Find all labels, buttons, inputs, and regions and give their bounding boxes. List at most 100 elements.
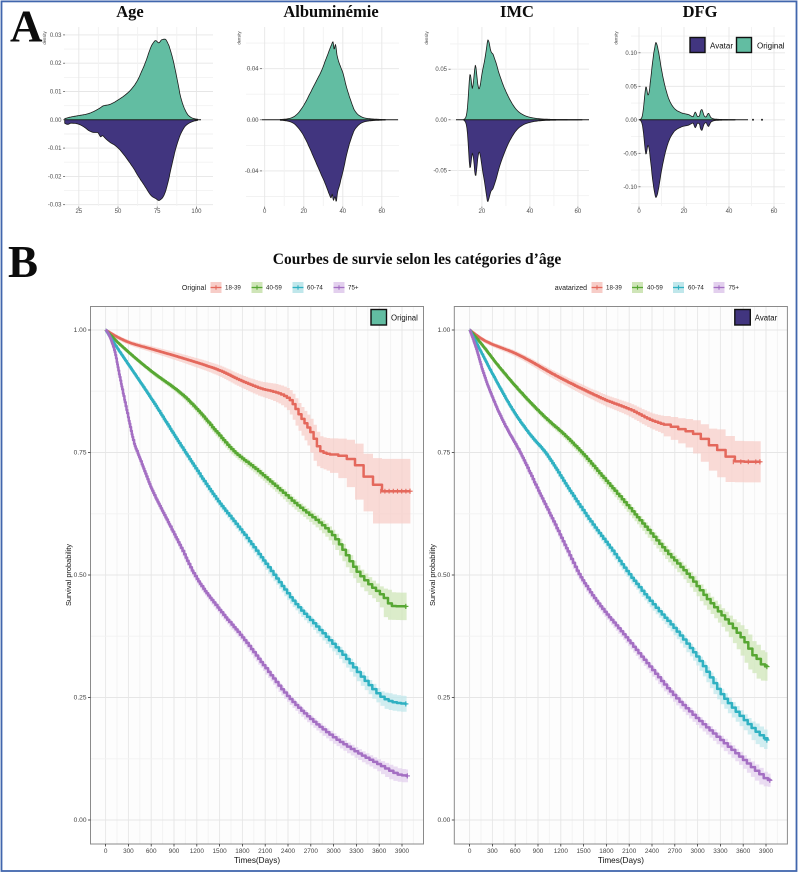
svg-text:0.00: 0.00 bbox=[625, 118, 637, 124]
svg-text:-0.01: -0.01 bbox=[48, 146, 62, 152]
svg-text:A: A bbox=[10, 2, 43, 52]
svg-text:0.50: 0.50 bbox=[437, 572, 450, 579]
svg-text:0.10: 0.10 bbox=[625, 51, 637, 57]
svg-text:Age: Age bbox=[116, 2, 144, 21]
svg-text:1800: 1800 bbox=[235, 848, 250, 855]
svg-text:-0.04: -0.04 bbox=[245, 169, 259, 175]
svg-text:2700: 2700 bbox=[304, 848, 319, 855]
svg-text:-0.05: -0.05 bbox=[623, 151, 637, 157]
svg-text:1800: 1800 bbox=[599, 848, 614, 855]
svg-text:0.04: 0.04 bbox=[247, 67, 259, 73]
svg-text:0: 0 bbox=[104, 848, 108, 855]
svg-text:75+: 75+ bbox=[729, 285, 740, 292]
svg-text:20: 20 bbox=[300, 209, 307, 215]
svg-text:3900: 3900 bbox=[395, 848, 410, 855]
svg-text:0.25: 0.25 bbox=[74, 695, 87, 702]
svg-text:18-39: 18-39 bbox=[225, 285, 241, 292]
svg-text:2100: 2100 bbox=[622, 848, 637, 855]
svg-text:0.75: 0.75 bbox=[74, 450, 87, 457]
svg-text:40-59: 40-59 bbox=[266, 285, 282, 292]
svg-text:1.00: 1.00 bbox=[437, 327, 450, 334]
svg-text:75: 75 bbox=[154, 209, 161, 215]
svg-text:0.75: 0.75 bbox=[437, 450, 450, 457]
svg-text:40: 40 bbox=[339, 209, 346, 215]
svg-text:3000: 3000 bbox=[690, 848, 705, 855]
svg-text:1200: 1200 bbox=[554, 848, 569, 855]
svg-text:0: 0 bbox=[263, 209, 267, 215]
svg-text:-0.02: -0.02 bbox=[48, 174, 62, 180]
svg-text:Times(Days): Times(Days) bbox=[598, 856, 644, 865]
svg-text:1500: 1500 bbox=[576, 848, 591, 855]
svg-text:20: 20 bbox=[681, 209, 688, 215]
svg-text:0.00: 0.00 bbox=[247, 118, 259, 124]
svg-text:Original: Original bbox=[182, 285, 207, 292]
svg-text:0.00: 0.00 bbox=[435, 118, 447, 124]
svg-text:0.01: 0.01 bbox=[50, 90, 62, 96]
svg-text:75+: 75+ bbox=[348, 285, 359, 292]
svg-text:-0.03: -0.03 bbox=[48, 203, 62, 209]
svg-text:0.00: 0.00 bbox=[50, 118, 62, 124]
svg-text:density: density bbox=[424, 30, 429, 44]
svg-text:60: 60 bbox=[575, 209, 582, 215]
svg-text:3600: 3600 bbox=[736, 848, 751, 855]
svg-text:DFG: DFG bbox=[683, 2, 718, 21]
svg-text:0: 0 bbox=[468, 848, 472, 855]
svg-text:density: density bbox=[42, 30, 47, 44]
svg-text:Avatar: Avatar bbox=[710, 42, 733, 51]
svg-text:Original: Original bbox=[757, 42, 785, 51]
svg-text:40-59: 40-59 bbox=[647, 285, 663, 292]
svg-text:1.00: 1.00 bbox=[74, 327, 87, 334]
svg-text:0.02: 0.02 bbox=[50, 61, 62, 67]
svg-text:Times(Days): Times(Days) bbox=[234, 856, 280, 865]
svg-text:18-39: 18-39 bbox=[606, 285, 622, 292]
svg-text:0.25: 0.25 bbox=[437, 695, 450, 702]
svg-text:Survival probability: Survival probability bbox=[428, 544, 437, 606]
svg-text:0.05: 0.05 bbox=[435, 67, 447, 73]
svg-text:0.05: 0.05 bbox=[625, 84, 637, 90]
svg-text:2400: 2400 bbox=[281, 848, 296, 855]
svg-text:2100: 2100 bbox=[258, 848, 273, 855]
svg-text:2700: 2700 bbox=[668, 848, 683, 855]
svg-text:300: 300 bbox=[487, 848, 498, 855]
svg-text:3300: 3300 bbox=[349, 848, 364, 855]
svg-text:600: 600 bbox=[510, 848, 521, 855]
svg-text:900: 900 bbox=[533, 848, 544, 855]
svg-text:1500: 1500 bbox=[212, 848, 227, 855]
svg-text:2400: 2400 bbox=[645, 848, 660, 855]
svg-text:0: 0 bbox=[637, 209, 641, 215]
svg-text:Courbes de survie selon les ca: Courbes de survie selon les catégories d… bbox=[273, 251, 562, 268]
svg-text:IMC: IMC bbox=[500, 2, 534, 21]
svg-text:40: 40 bbox=[726, 209, 733, 215]
svg-text:20: 20 bbox=[479, 209, 486, 215]
svg-text:3300: 3300 bbox=[713, 848, 728, 855]
svg-text:25: 25 bbox=[75, 209, 82, 215]
svg-text:600: 600 bbox=[146, 848, 157, 855]
svg-text:Original: Original bbox=[391, 314, 418, 323]
svg-text:60: 60 bbox=[378, 209, 385, 215]
svg-text:0.50: 0.50 bbox=[74, 572, 87, 579]
svg-text:3000: 3000 bbox=[326, 848, 341, 855]
svg-text:900: 900 bbox=[169, 848, 180, 855]
svg-text:60-74: 60-74 bbox=[688, 285, 704, 292]
svg-text:60: 60 bbox=[771, 209, 778, 215]
svg-text:density: density bbox=[614, 30, 619, 44]
svg-text:40: 40 bbox=[527, 209, 534, 215]
svg-text:60-74: 60-74 bbox=[307, 285, 323, 292]
svg-text:-0.05: -0.05 bbox=[433, 168, 447, 174]
svg-text:Survival probability: Survival probability bbox=[64, 544, 73, 606]
svg-text:B: B bbox=[8, 237, 38, 287]
svg-text:3600: 3600 bbox=[372, 848, 387, 855]
svg-text:3900: 3900 bbox=[759, 848, 774, 855]
svg-text:0.00: 0.00 bbox=[74, 817, 87, 824]
svg-text:Albuminémie: Albuminémie bbox=[283, 2, 378, 21]
svg-text:Avatar: Avatar bbox=[755, 314, 778, 323]
svg-text:avatarized: avatarized bbox=[555, 285, 587, 292]
svg-text:0.00: 0.00 bbox=[437, 817, 450, 824]
svg-text:0.03: 0.03 bbox=[50, 33, 62, 39]
svg-text:1200: 1200 bbox=[190, 848, 205, 855]
svg-text:-0.10: -0.10 bbox=[623, 185, 637, 191]
svg-text:100: 100 bbox=[191, 209, 202, 215]
svg-text:50: 50 bbox=[115, 209, 122, 215]
svg-text:density: density bbox=[237, 30, 242, 44]
svg-text:300: 300 bbox=[123, 848, 134, 855]
